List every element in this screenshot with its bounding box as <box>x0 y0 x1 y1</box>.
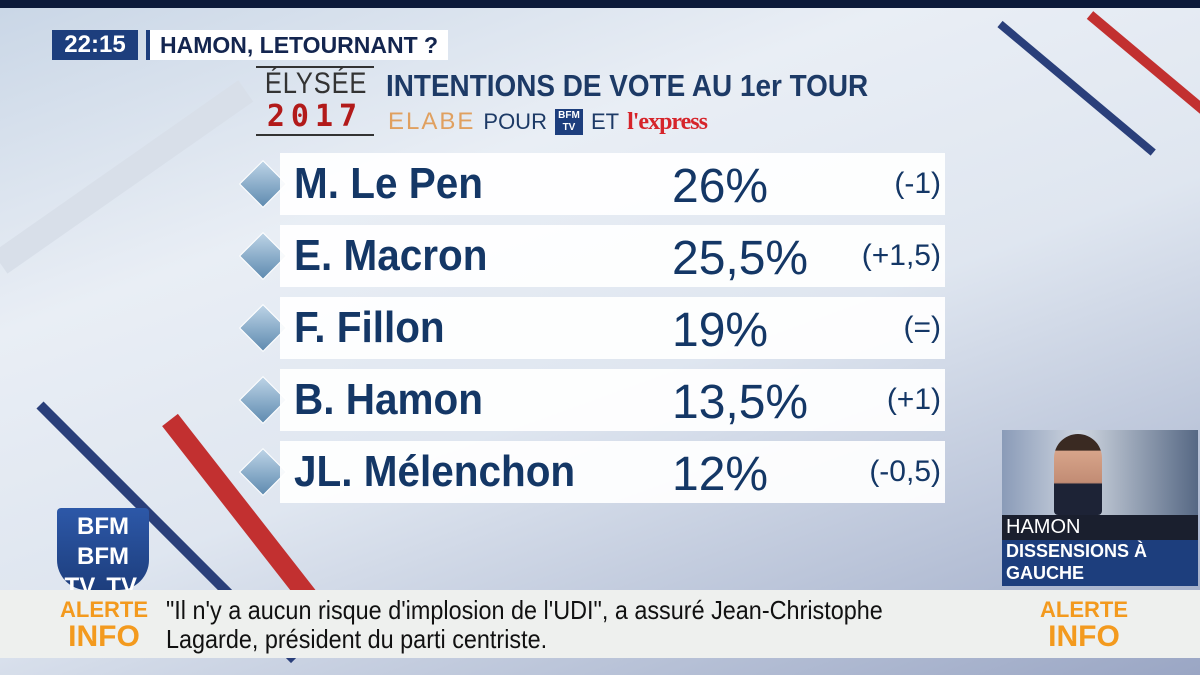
decor-stripe <box>0 80 254 274</box>
info-label: INFO <box>1048 620 1120 653</box>
inset-caption: DISSENSIONS À GAUCHE <box>1002 540 1198 586</box>
candidate-name: F. Fillon <box>294 303 445 352</box>
candidate-name: M. Le Pen <box>294 159 483 208</box>
elysee-2017-brand: ÉLYSÉE 2017 <box>256 66 374 136</box>
news-ticker: ALERTE INFO "Il n'y a aucun risque d'imp… <box>0 590 1200 658</box>
graphic-title: INTENTIONS DE VOTE AU 1er TOUR <box>386 68 869 103</box>
decor-stripe <box>997 20 1156 156</box>
candidate-percent: 25,5% <box>672 232 809 285</box>
ticker-text: "Il n'y a aucun risque d'implosion de l'… <box>166 596 883 654</box>
alerte-label: ALERTE <box>1040 597 1128 622</box>
bfmtv-logo: BFM BFM TV. TV. <box>57 508 149 600</box>
inset-photo <box>1002 430 1198 515</box>
bfm-logo-small: BFM TV <box>554 109 583 135</box>
candidate-percent: 13,5% <box>672 376 809 429</box>
candidate-percent: 19% <box>672 304 769 357</box>
candidate-change: (-1) <box>894 167 941 200</box>
candidate-percent: 26% <box>672 160 769 213</box>
poll-row: JL. Mélenchon 12% (-0,5) <box>280 441 945 503</box>
candidate-percent: 12% <box>672 448 769 501</box>
poll-source: ELABE POUR BFM TV ET l'express <box>388 108 708 136</box>
source-pour: POUR <box>483 109 547 134</box>
poll-row: E. Macron 25,5% (+1,5) <box>280 225 945 287</box>
ticker-line-1: "Il n'y a aucun risque d'implosion de l'… <box>166 595 883 625</box>
poll-row: M. Le Pen 26% (-1) <box>280 153 945 215</box>
alerte-info-right: ALERTE INFO <box>1040 598 1128 652</box>
candidate-name: E. Macron <box>294 231 488 280</box>
candidate-change: (+1,5) <box>861 239 941 272</box>
candidate-name: JL. Mélenchon <box>294 447 576 496</box>
candidate-change: (-0,5) <box>869 455 941 488</box>
candidate-name: B. Hamon <box>294 375 483 424</box>
candidate-change: (+1) <box>886 383 941 416</box>
brand-top: ÉLYSÉE <box>264 67 368 100</box>
person-photo <box>1054 434 1102 515</box>
poll-row: F. Fillon 19% (=) <box>280 297 945 359</box>
inset-name: HAMON <box>1002 515 1198 540</box>
elabe-logo: ELABE <box>388 108 476 135</box>
candidate-change: (=) <box>903 311 942 344</box>
ticker-line-2: Lagarde, président du parti centriste. <box>166 624 548 654</box>
poll-row: B. Hamon 13,5% (+1) <box>280 369 945 431</box>
source-et: ET <box>590 109 620 134</box>
clock: 22:15 <box>52 30 138 60</box>
headline: HAMON, LETOURNANT ? <box>146 30 449 60</box>
brand-year: 2017 <box>266 99 364 134</box>
alerte-label: ALERTE <box>60 597 148 622</box>
logo-line1: BFM BFM <box>77 513 129 570</box>
info-label: INFO <box>68 620 140 653</box>
top-bar <box>0 0 1200 8</box>
alerte-info-left: ALERTE INFO <box>60 598 148 652</box>
express-logo: l'express <box>627 108 708 135</box>
